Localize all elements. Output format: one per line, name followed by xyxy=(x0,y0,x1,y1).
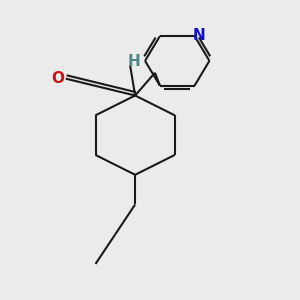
Text: H: H xyxy=(128,54,140,69)
Text: O: O xyxy=(51,71,64,86)
Text: N: N xyxy=(192,28,205,43)
